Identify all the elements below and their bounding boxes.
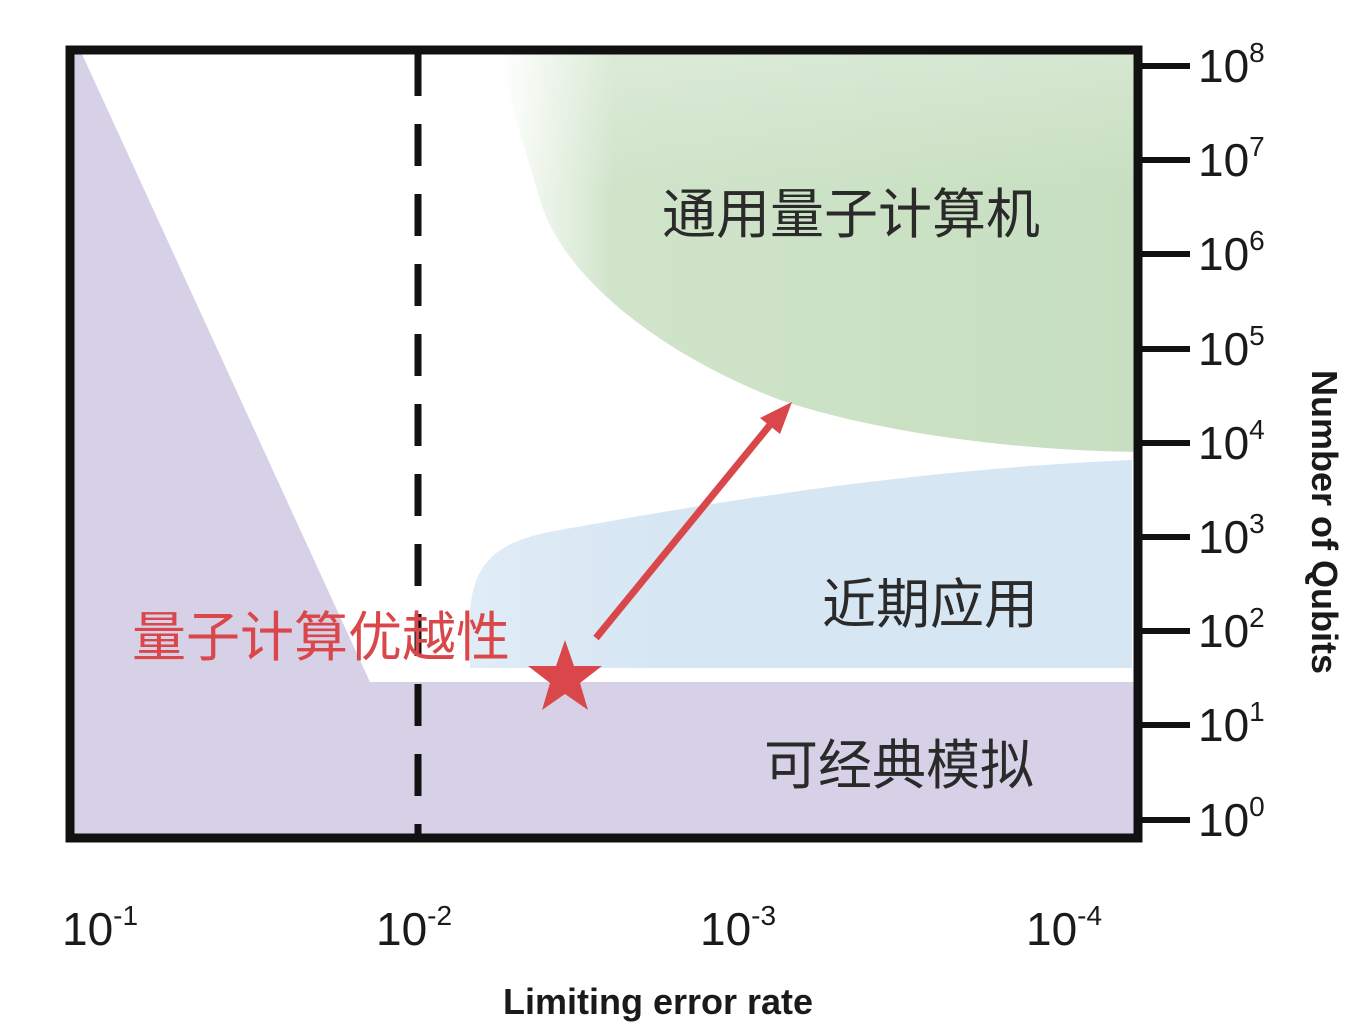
- supremacy-star-icon: [528, 640, 602, 710]
- y-tick-label: 100: [1198, 791, 1265, 846]
- y-tick-label: 107: [1198, 131, 1265, 186]
- x-tick-label: 10-3: [700, 900, 776, 955]
- y-tick-label: 104: [1198, 414, 1265, 469]
- x-tick-label: 10-2: [376, 900, 452, 955]
- progress-arrow-shaft: [593, 417, 777, 641]
- y-axis-title: Number of Qubits: [1304, 370, 1345, 674]
- universal-qc-region-fade: [500, 54, 1136, 452]
- y-tick-label: 108: [1198, 37, 1265, 92]
- y-tick-label: 106: [1198, 225, 1265, 280]
- y-tick-label: 102: [1198, 602, 1265, 657]
- y-axis: 108 107 106 105 104 103 102 101 100: [1138, 37, 1265, 846]
- universal-qc-label: 通用量子计算机: [662, 183, 1040, 246]
- y-tick-label: 105: [1198, 320, 1265, 375]
- x-axis: 10-1 10-2 10-3 10-4: [62, 900, 1102, 955]
- x-tick-label: 10-4: [1026, 900, 1102, 955]
- x-axis-title: Limiting error rate: [503, 981, 813, 1022]
- supremacy-label: 量子计算优越性: [132, 606, 510, 669]
- progress-arrow-head: [760, 402, 792, 434]
- classical-region: [74, 54, 1136, 834]
- classical-label: 可经典模拟: [764, 734, 1034, 797]
- near-term-region: [470, 460, 1132, 668]
- x-tick-label: 10-1: [62, 900, 138, 955]
- near-term-label: 近期应用: [822, 573, 1038, 636]
- y-tick-label: 101: [1198, 696, 1265, 751]
- y-tick-label: 103: [1198, 508, 1265, 563]
